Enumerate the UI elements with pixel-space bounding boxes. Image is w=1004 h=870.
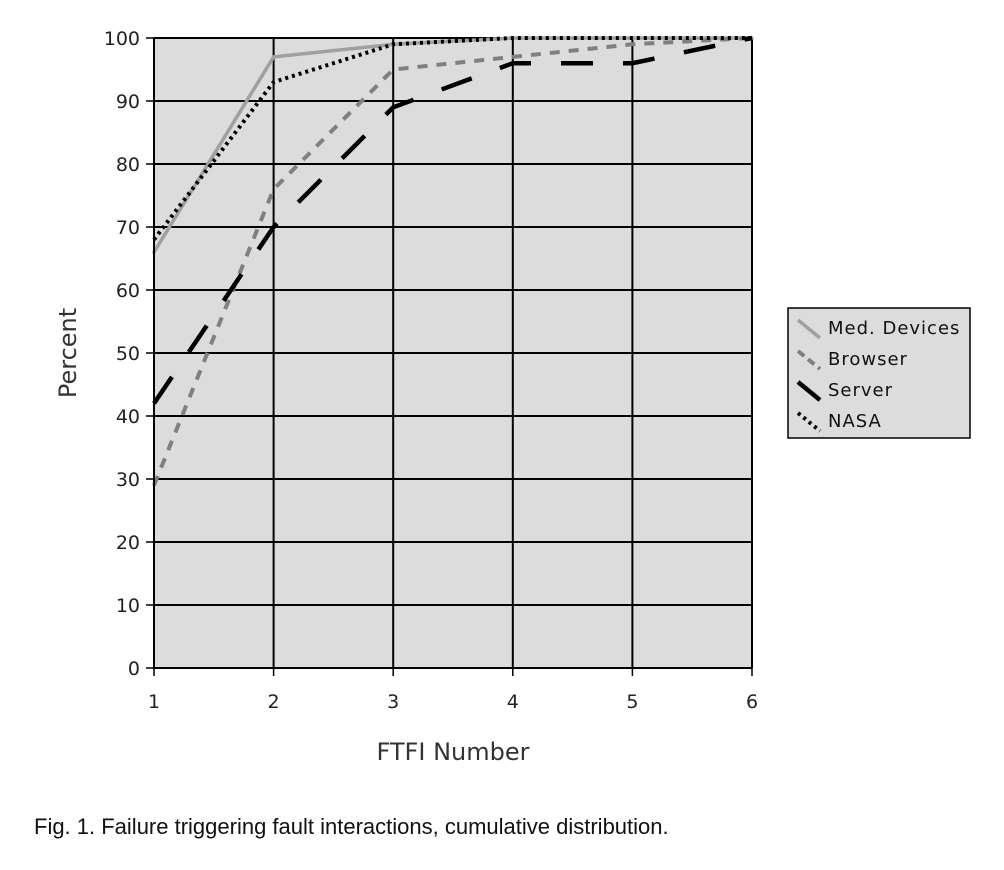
legend-label: Med. Devices [828,318,960,339]
y-tick-label: 40 [116,406,140,428]
legend-box [787,307,971,439]
series-lines [152,35,754,487]
legend-swatch [796,318,822,340]
legend-label: Browser [828,349,908,370]
series-line-nasa [152,36,752,241]
figure-caption: Fig. 1. Failure triggering fault interac… [34,814,669,839]
y-tick-label: 10 [116,595,140,617]
x-axis-title: FTFI Number [377,738,530,766]
legend-swatch [796,411,822,433]
y-axis-title: Percent [54,308,82,398]
x-tick-label: 6 [746,691,758,713]
y-tick-label: 30 [116,469,140,491]
y-tick-label: 0 [128,658,140,680]
x-tick-label: 1 [148,691,160,713]
legend-swatch [796,380,822,402]
x-tick-label: 4 [507,691,519,713]
y-tick-label: 80 [116,154,140,176]
legend-label: NASA [828,411,882,432]
axes: 0 10 20 30 40 50 60 70 80 90 100 1 2 3 4 5 6 [104,28,758,713]
y-tick-label: 90 [116,91,140,113]
y-tick-label: 60 [116,280,140,302]
y-tick-label: 100 [104,28,140,50]
legend-swatch [796,349,822,371]
x-tick-label: 5 [626,691,638,713]
x-tick-label: 3 [387,691,399,713]
series-line-browser [152,36,753,487]
y-tick-label: 70 [116,217,140,239]
x-tick-label: 2 [268,691,280,713]
legend: Med. Devices Browser Server NASA [787,307,971,439]
y-tick-label: 50 [116,343,140,365]
series-line-server [152,35,753,405]
y-tick-label: 20 [116,532,140,554]
legend-label: Server [828,380,893,401]
